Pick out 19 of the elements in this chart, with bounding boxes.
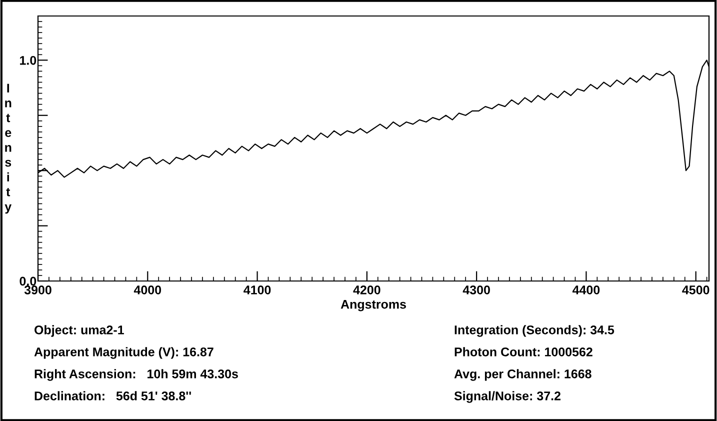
x-tick-label: 4200 [353, 285, 380, 294]
x-tick-label: 4300 [462, 285, 490, 294]
text: Intensity [4, 84, 12, 214]
text: Declination: 56d 51' 38.8'' [34, 391, 191, 400]
x-tick-label: 4500 [682, 285, 710, 294]
x-tick-label: 4100 [244, 285, 271, 294]
x-tick-label: 4400 [572, 285, 600, 294]
text: Right Ascension: 10h 59m 43.30s [34, 369, 238, 381]
x-axis-title: Angstroms [340, 300, 406, 312]
text: Integration (Seconds): 34.5 [454, 325, 614, 337]
x-tick-label: 4000 [134, 285, 162, 294]
text: Avg. per Channel: 1668 [454, 369, 592, 381]
text: Apparent Magnitude (V): 16.87 [34, 347, 214, 359]
y-tick-label: 1.0 [20, 56, 36, 65]
y-tick-label: 0.0 [20, 276, 36, 286]
text: Photon Count: 1000562 [454, 347, 592, 356]
x-tick-label: 3900 [24, 285, 52, 294]
text: Signal/Noise: 37.2 [454, 391, 560, 403]
text: Object: uma2-1 [34, 325, 124, 337]
